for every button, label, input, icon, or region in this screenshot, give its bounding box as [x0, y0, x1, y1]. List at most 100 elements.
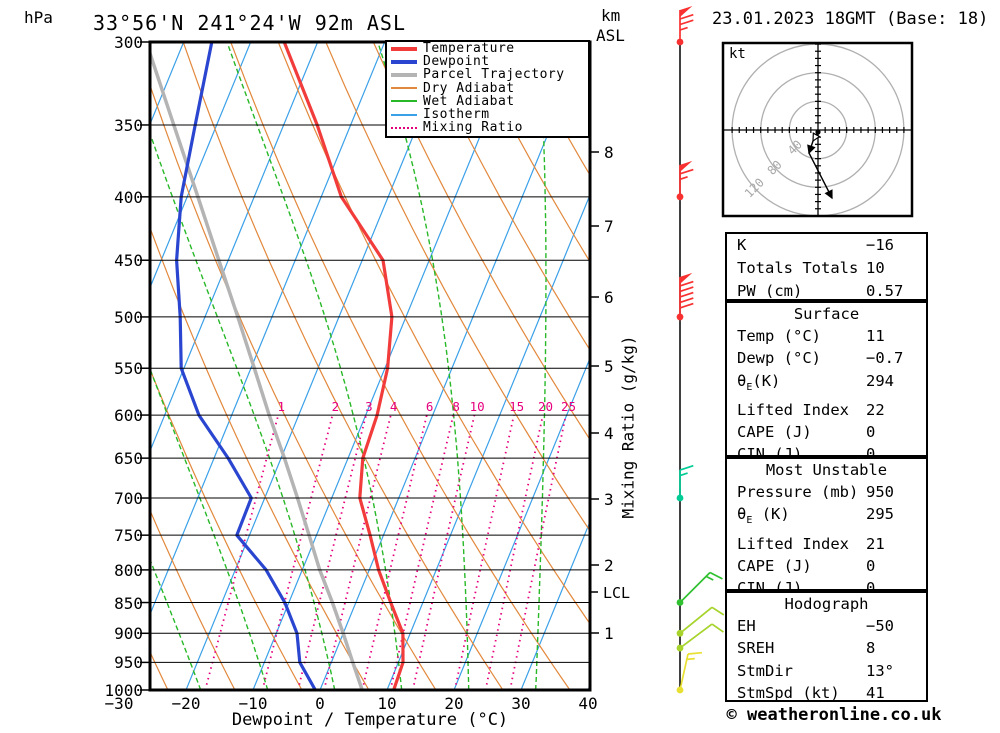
- copyright: © weatheronline.co.uk: [726, 705, 942, 725]
- stat-row-surface-cape: CAPE (J) 0: [727, 421, 926, 443]
- isotherm-line: [151, 43, 184, 124]
- legend-item-parcel: Parcel Trajectory: [387, 67, 588, 82]
- parcel-line-icon: [391, 72, 417, 77]
- legend-label: Temperature: [423, 41, 515, 57]
- km-tick-label: 6: [604, 288, 614, 307]
- mixing-ratio-value-label: 25: [560, 399, 577, 414]
- pressure-tick-label: 500: [114, 307, 143, 327]
- legend-item-mixing-ratio: Mixing Ratio: [387, 120, 588, 135]
- wind-barbs: [676, 5, 725, 694]
- wind-level-dot: [676, 313, 684, 321]
- mixing-ratio-line: [484, 414, 544, 689]
- pressure-tick-label: 600: [114, 406, 143, 426]
- legend-label: Wet Adiabat: [423, 93, 515, 109]
- wet-adiabat-line: [151, 560, 202, 689]
- stat-row-surface-lifted-index: Lifted Index 22: [727, 399, 926, 421]
- stat-value: 0: [866, 423, 876, 442]
- wind-level-dot: [676, 629, 684, 637]
- wind-level-dot: [676, 38, 684, 46]
- stat-label: CAPE (J): [737, 423, 812, 442]
- temperature-tick-label: 30: [511, 694, 531, 713]
- isotherm-line: [386, 195, 589, 689]
- stat-value: 10: [866, 259, 885, 277]
- legend-item-temperature: Temperature: [387, 41, 588, 57]
- isotherm-line: [0, 42, 117, 690]
- wind-level-dot: [676, 644, 684, 652]
- hodograph-unit-label: kt: [729, 46, 746, 62]
- mixing-ratio-value-label: 10: [469, 399, 485, 414]
- dry-adiabat-line: [0, 42, 101, 690]
- wet-adiabat-line: [535, 43, 547, 689]
- temperature-tick-label: 20: [444, 694, 464, 713]
- stat-value: 0: [866, 556, 876, 575]
- stat-label: Lifted Index: [737, 534, 849, 553]
- pressure-tick-label: 550: [114, 359, 143, 379]
- legend-label: Dewpoint: [423, 54, 490, 70]
- stat-value: 0: [866, 579, 876, 598]
- pressure-tick-label: 400: [114, 187, 143, 207]
- pressure-tick-label: 750: [114, 526, 143, 546]
- stat-value: 11: [866, 327, 885, 346]
- hodograph-arrow: [824, 189, 833, 200]
- chart-frame: [148, 40, 592, 692]
- dewpoint-line-icon: [391, 59, 417, 64]
- hodograph-section-title: Hodograph: [784, 595, 869, 613]
- dry-adiabat-line: [325, 43, 589, 531]
- km-tick-label: 4: [604, 424, 614, 443]
- wind-level-dot: [676, 193, 684, 201]
- temperature-tick-label: −20: [171, 694, 201, 713]
- mixing-ratio-value-label: 20: [538, 399, 554, 414]
- most-unstable-section-title: Most Unstable: [765, 461, 888, 479]
- legend-label: Isotherm: [423, 107, 490, 123]
- pressure-tick-label: 850: [114, 593, 143, 613]
- mixing-ratio-line-icon: [391, 126, 417, 129]
- pressure-tick-label: 1000: [104, 681, 143, 700]
- most-unstable-stats-box: Most Unstable Pressure (mb) 950 θE (K) 2…: [725, 457, 928, 597]
- indices-summary-box: K −16 Totals Totals 10 PW (cm) 0.57: [725, 232, 928, 301]
- stat-label: Pressure (mb): [737, 483, 859, 502]
- wind-level-dot: [676, 494, 684, 502]
- stat-value: 294: [866, 371, 894, 390]
- wind-barb-700: [676, 464, 694, 502]
- km-tick-label: 7: [604, 217, 614, 236]
- legend-item-dry-adiabat: Dry Adiabat: [387, 81, 588, 96]
- wind-barb-850: [676, 571, 723, 606]
- mixing-ratio-value-label: 8: [452, 399, 460, 414]
- dry-adiabat-line: [373, 43, 589, 440]
- stat-value: 13°: [866, 661, 894, 680]
- stat-value: −0.7: [866, 349, 904, 368]
- stat-value: −50: [866, 617, 894, 636]
- legend-item-wet-adiabat: Wet Adiabat: [387, 93, 588, 109]
- run-date-label: 23.01.2023 18GMT (Base: 18): [712, 9, 989, 29]
- wind-barb-1000: [676, 651, 703, 694]
- wet-adiabat-line: [0, 42, 67, 690]
- km-tick-label: 5: [604, 357, 614, 376]
- km-tick-label: 8: [604, 143, 614, 162]
- skewt-plot-area: [0, 42, 589, 690]
- height-axis-unit-asl: ASL: [596, 26, 625, 45]
- stat-row-surface-theta-e: θE(K) 294: [727, 370, 926, 399]
- stat-row-mu-pressure: Pressure (mb) 950: [727, 481, 926, 503]
- legend-item-isotherm: Isotherm: [387, 107, 588, 123]
- stat-label: Temp (°C): [737, 327, 821, 346]
- mixing-ratio-axis-label: Mixing Ratio (g/kg): [618, 335, 638, 519]
- stat-row-stmdir: StmDir 13°: [727, 660, 926, 682]
- stat-label: StmSpd (kt): [737, 683, 840, 702]
- hodograph-frame: [721, 41, 914, 218]
- temperature-line-icon: [391, 46, 417, 51]
- temperature-tick-label: 0: [315, 694, 325, 713]
- stat-label: θE(K): [737, 371, 781, 393]
- wind-barb-300: [676, 5, 694, 46]
- mixing-ratio-line: [204, 414, 280, 689]
- km-tick-label: 3: [604, 490, 614, 509]
- stat-row-surface-temp: Temp (°C) 11: [727, 325, 926, 347]
- stat-row-totals-totals: Totals Totals 10: [727, 257, 926, 280]
- stat-value: 0.57: [866, 282, 904, 300]
- km-tick-label: 2: [604, 556, 614, 575]
- pressure-tick-label: 950: [114, 653, 143, 673]
- surface-stats-box: Surface Temp (°C) 11 Dewp (°C) −0.7 θE(K…: [725, 301, 928, 463]
- mixing-ratio-value-label: 15: [509, 399, 525, 414]
- pressure-tick-label: 900: [114, 624, 143, 644]
